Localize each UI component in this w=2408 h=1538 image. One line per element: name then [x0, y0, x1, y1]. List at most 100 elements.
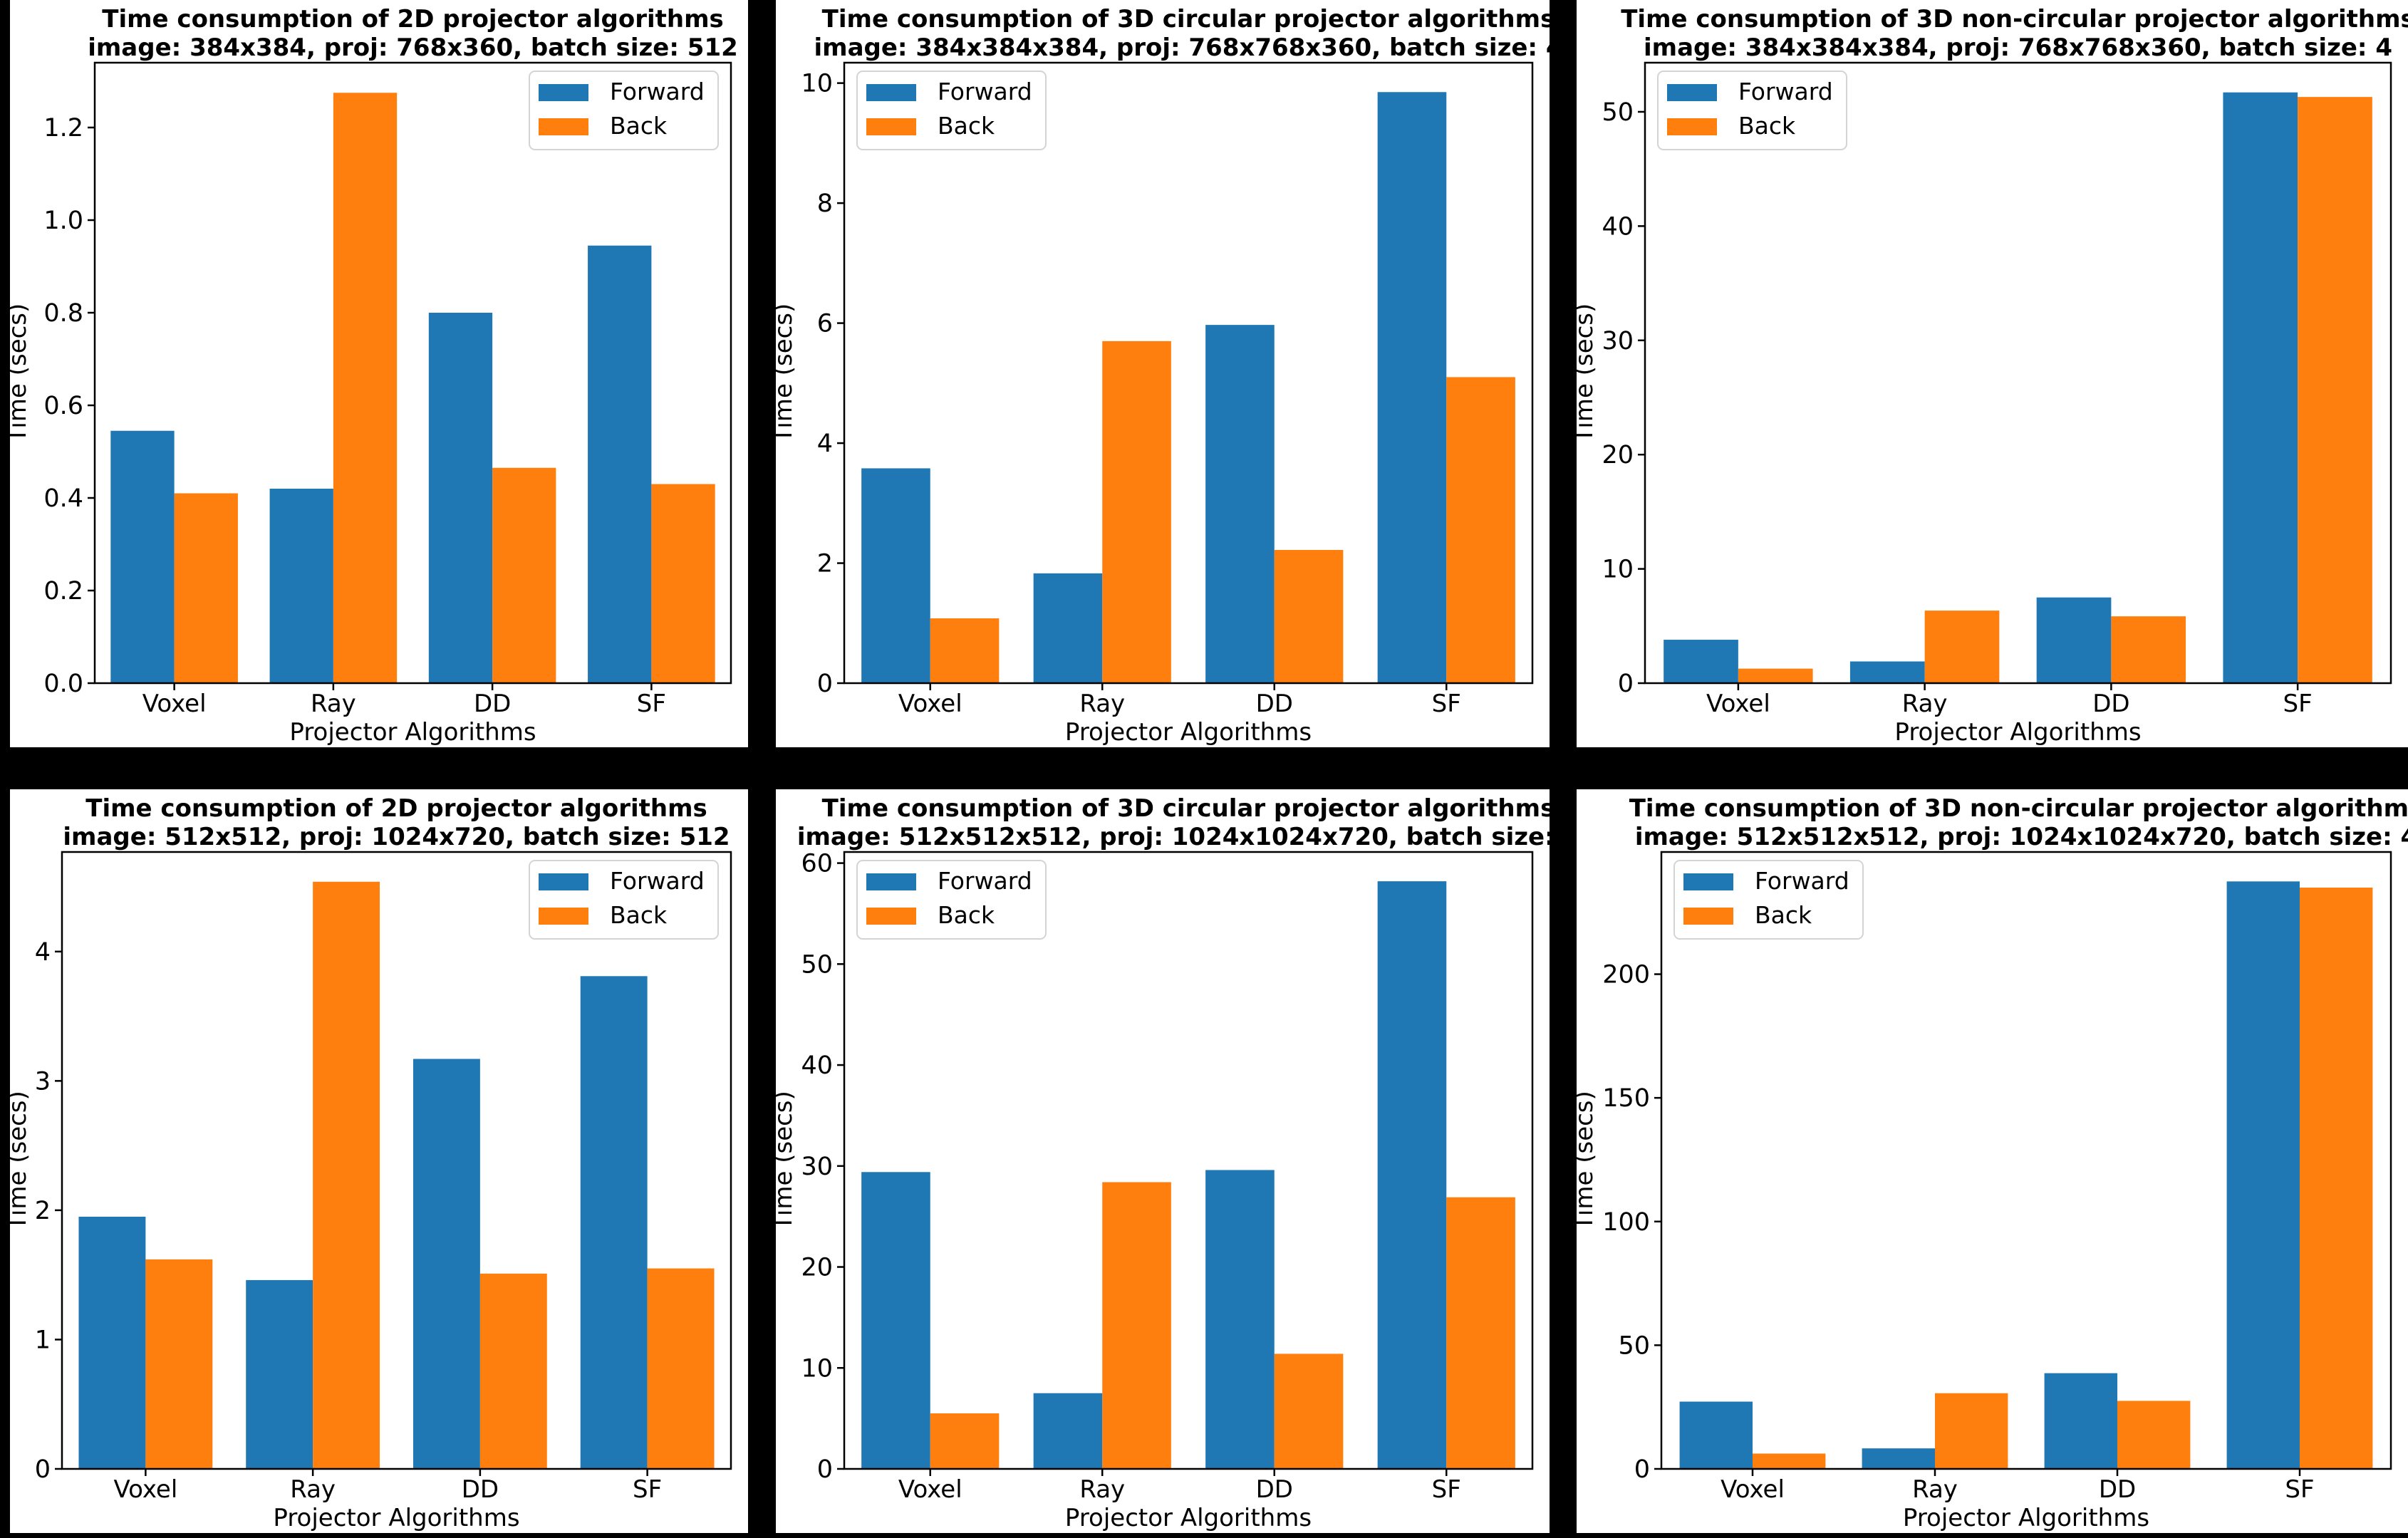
legend-swatch-forward — [1667, 84, 1717, 101]
axes-border — [843, 61, 1534, 685]
y-tick-label: 30 — [801, 1153, 833, 1181]
chart-title: Time consumption of 3D non-circular proj… — [1621, 5, 2408, 33]
chart-panel-2d-large: Time consumption of 2D projector algorit… — [10, 789, 748, 1533]
x-tick-label: SF — [1432, 1475, 1461, 1504]
bar-back-voxel — [930, 1413, 1000, 1469]
chart-panel-2d-small: Time consumption of 2D projector algorit… — [10, 0, 748, 747]
legend-label-forward: Forward — [938, 78, 1032, 105]
chart-subtitle: image: 512x512x512, proj: 1024x1024x720,… — [797, 823, 1550, 851]
y-axis-label: Time (secs) — [1577, 1091, 1599, 1231]
legend-label-forward: Forward — [610, 78, 705, 105]
y-tick-label: 30 — [1602, 327, 1634, 355]
x-tick-label: Voxel — [898, 1475, 962, 1504]
legend-swatch-back — [866, 908, 916, 925]
legend-swatch-back — [1667, 118, 1717, 135]
x-tick-label: Voxel — [1721, 1475, 1785, 1504]
x-tick-label: DD — [474, 690, 511, 718]
y-tick-label: 0 — [1618, 670, 1634, 698]
legend-swatch-back — [1683, 908, 1733, 925]
legend-label-back: Back — [938, 901, 995, 929]
chart-title: Time consumption of 2D projector algorit… — [102, 5, 724, 33]
x-tick-label: DD — [2099, 1475, 2136, 1504]
bar-back-ray — [1924, 610, 2000, 683]
x-tick-label: SF — [2283, 690, 2313, 718]
chart-panel-3d-noncircular-large: Time consumption of 3D non-circular proj… — [1577, 789, 2408, 1533]
legend-label-forward: Forward — [1738, 78, 1833, 105]
chart-panel-3d-circular-small: Time consumption of 3D circular projecto… — [776, 0, 1550, 747]
y-tick-label: 0.8 — [43, 299, 83, 328]
y-tick-label: 0 — [1634, 1455, 1650, 1484]
x-tick-label: Voxel — [113, 1475, 177, 1504]
legend-label-back: Back — [610, 112, 668, 140]
legend-label-back: Back — [610, 901, 668, 929]
bar-back-voxel — [1753, 1453, 1826, 1469]
x-tick-label: Ray — [1912, 1475, 1958, 1504]
y-tick-label: 50 — [801, 950, 833, 979]
bar-back-voxel — [145, 1259, 213, 1469]
x-tick-label: Voxel — [142, 690, 207, 718]
x-tick-label: Ray — [1902, 690, 1948, 718]
bar-back-sf — [1446, 1197, 1515, 1469]
y-tick-label: 6 — [817, 310, 833, 338]
y-tick-label: 60 — [801, 850, 833, 878]
bar-forward-dd — [2036, 597, 2112, 683]
chart-3: Time consumption of 2D projector algorit… — [10, 789, 748, 1533]
bar-forward-sf — [588, 245, 652, 683]
bar-back-voxel — [930, 618, 1000, 683]
legend-swatch-forward — [1683, 873, 1733, 890]
x-tick-label: Voxel — [898, 690, 962, 718]
bar-back-ray — [1102, 1182, 1171, 1469]
y-tick-label: 0.2 — [43, 577, 83, 606]
chart-panel-3d-noncircular-small: Time consumption of 3D non-circular proj… — [1577, 0, 2408, 747]
y-tick-label: 2 — [35, 1197, 51, 1225]
bar-forward-sf — [2223, 92, 2298, 684]
chart-subtitle: image: 512x512x512, proj: 1024x1024x720,… — [1635, 823, 2408, 851]
legend-label-back: Back — [1738, 112, 1796, 140]
chart-1: Time consumption of 3D circular projecto… — [776, 0, 1550, 747]
x-tick-label: DD — [462, 1475, 499, 1504]
y-axis-label: Time (secs) — [10, 303, 32, 444]
x-tick-label: Voxel — [1706, 690, 1770, 718]
legend-swatch-forward — [539, 84, 588, 101]
bar-back-dd — [2117, 1401, 2191, 1469]
bar-forward-dd — [428, 313, 493, 683]
bar-back-sf — [2298, 97, 2372, 683]
x-tick-label: SF — [1432, 690, 1461, 718]
x-tick-label: SF — [633, 1475, 662, 1504]
y-tick-label: 1.2 — [43, 114, 83, 142]
y-tick-label: 3 — [35, 1067, 51, 1096]
y-axis-label: Time (secs) — [776, 1091, 798, 1231]
y-axis-label: Time (secs) — [10, 1091, 32, 1231]
axes-border — [843, 851, 1534, 1470]
bar-back-dd — [2111, 616, 2186, 683]
y-tick-label: 2 — [817, 550, 833, 578]
x-tick-label: Ray — [1079, 690, 1125, 718]
y-tick-label: 4 — [35, 938, 51, 967]
chart-subtitle: image: 384x384x384, proj: 768x768x360, b… — [814, 33, 1550, 62]
chart-subtitle: image: 384x384x384, proj: 768x768x360, b… — [1644, 33, 2392, 62]
chart-5: Time consumption of 3D non-circular proj… — [1577, 789, 2408, 1533]
bar-back-sf — [647, 1268, 715, 1469]
bar-back-ray — [1102, 341, 1171, 683]
legend-swatch-forward — [866, 84, 916, 101]
y-tick-label: 200 — [1602, 961, 1650, 989]
legend-label-forward: Forward — [938, 867, 1032, 895]
x-axis-label: Projector Algorithms — [1065, 1504, 1312, 1532]
x-axis-label: Projector Algorithms — [1894, 718, 2141, 747]
legend-label-back: Back — [938, 112, 995, 140]
x-tick-label: Ray — [290, 1475, 336, 1504]
x-axis-label: Projector Algorithms — [273, 1504, 519, 1532]
bar-back-ray — [313, 881, 380, 1469]
axes-border — [61, 851, 732, 1470]
legend-swatch-back — [539, 118, 588, 135]
x-tick-label: DD — [1256, 1475, 1293, 1504]
legend-label-forward: Forward — [1755, 867, 1849, 895]
bar-forward-ray — [269, 489, 333, 683]
bar-forward-voxel — [1679, 1401, 1753, 1469]
chart-subtitle: image: 384x384, proj: 768x360, batch siz… — [88, 33, 738, 62]
bar-forward-sf — [2226, 881, 2300, 1469]
legend-label-back: Back — [1755, 901, 1812, 929]
y-tick-label: 0.6 — [43, 392, 83, 420]
y-tick-label: 100 — [1602, 1208, 1650, 1237]
y-tick-label: 10 — [801, 70, 833, 98]
